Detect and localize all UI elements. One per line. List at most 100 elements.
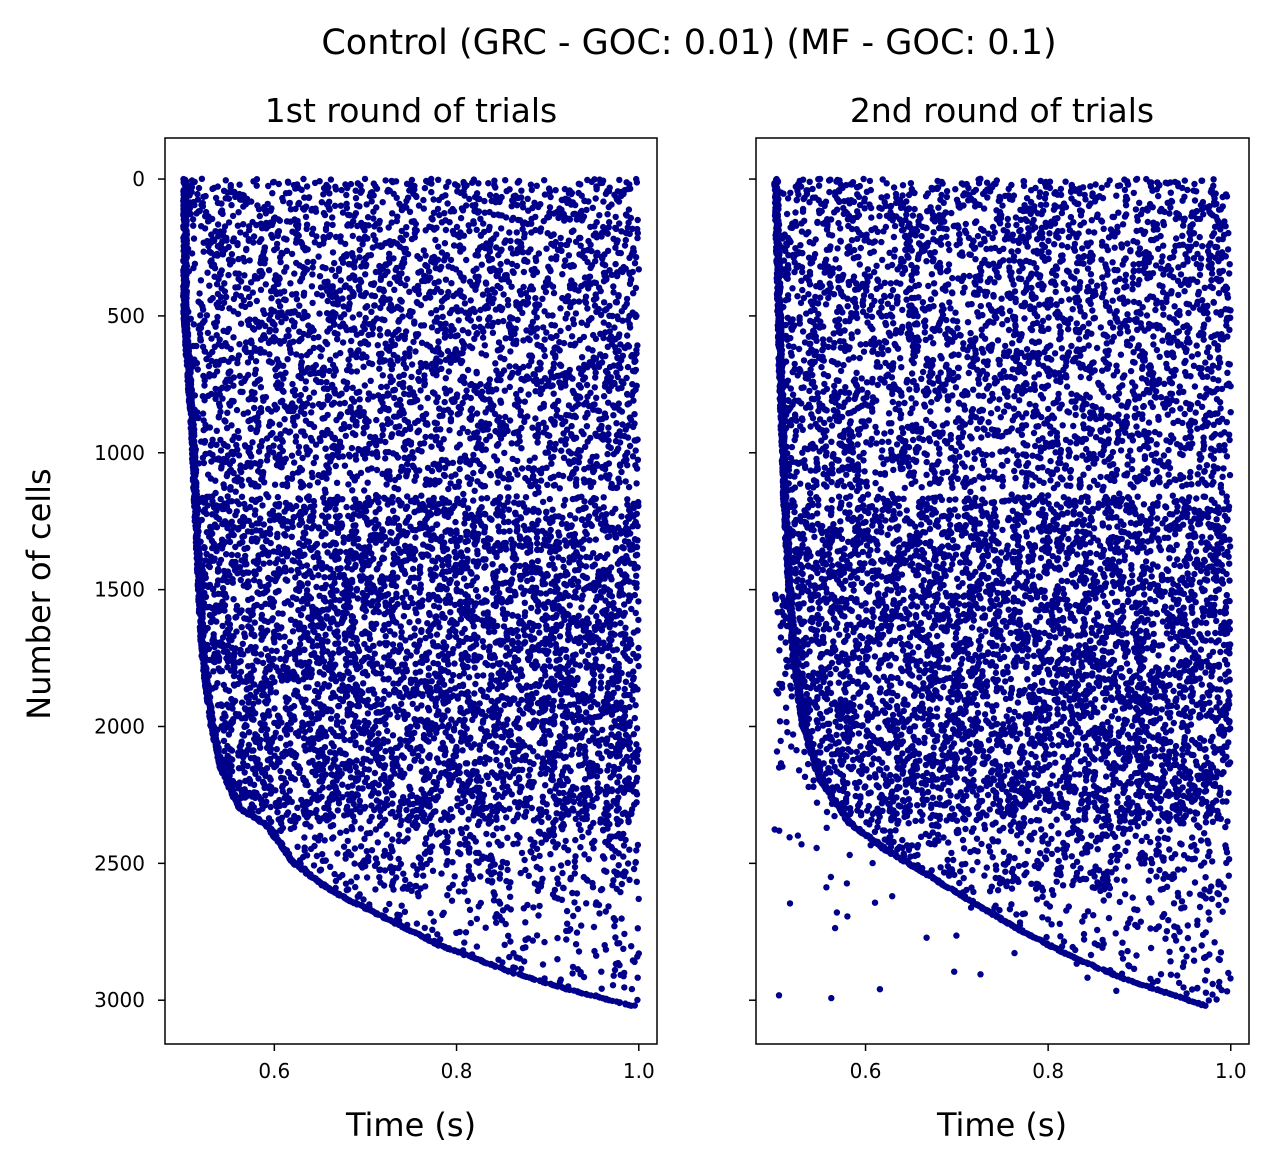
spike-point: [334, 565, 341, 573]
spike-point: [318, 532, 325, 540]
spike-point: [293, 296, 301, 303]
spike-point: [294, 225, 302, 232]
spike-point: [283, 218, 291, 225]
spike-point: [383, 383, 390, 390]
spike-point: [468, 570, 475, 577]
spike-point: [525, 207, 532, 214]
spike-point: [237, 576, 244, 584]
spike-point: [262, 210, 270, 217]
spike-point: [328, 401, 336, 408]
spike-point: [379, 372, 386, 379]
spike-point: [280, 375, 287, 382]
spike-point: [235, 209, 242, 216]
spike-point: [190, 222, 197, 229]
spike-point: [307, 370, 314, 378]
spike-point: [214, 221, 222, 228]
spike-point: [351, 264, 358, 271]
spike-point: [587, 264, 594, 272]
spike-point: [361, 455, 369, 462]
spike-point: [223, 424, 231, 432]
spike-point: [415, 202, 423, 209]
spike-point: [388, 433, 395, 440]
spike-point: [425, 552, 432, 559]
spike-point: [597, 474, 605, 481]
spike-point: [336, 392, 343, 399]
spike-point: [483, 280, 490, 287]
spike-point: [358, 263, 365, 270]
spike-point: [319, 371, 327, 379]
spike-point: [295, 443, 303, 450]
spike-point: [524, 258, 531, 265]
spike-point: [397, 306, 405, 313]
spike-point: [602, 352, 609, 360]
spike-point: [487, 536, 494, 543]
spike-point: [380, 287, 387, 295]
spike-point: [418, 448, 425, 455]
spike-point: [612, 213, 619, 221]
spike-point: [397, 467, 405, 474]
spike-point: [206, 563, 213, 571]
spike-point: [207, 296, 214, 304]
spike-point: [592, 536, 599, 543]
spike-point: [537, 228, 544, 235]
spike-point: [485, 180, 492, 187]
spike-point: [490, 500, 497, 507]
spike-point: [435, 466, 443, 473]
spike-point: [454, 182, 461, 190]
spike-point: [346, 275, 353, 282]
spike-point: [336, 400, 344, 407]
spike-point: [345, 306, 352, 313]
spike-point: [356, 396, 363, 403]
spike-point: [225, 271, 232, 279]
spike-point: [255, 483, 262, 490]
spike-point: [292, 205, 299, 213]
spike-point: [481, 209, 488, 216]
spike-point: [357, 577, 365, 584]
spike-point: [584, 305, 591, 312]
spike-point: [348, 566, 356, 573]
spike-point: [589, 563, 596, 570]
spike-point: [376, 325, 383, 333]
spike-point: [572, 201, 579, 209]
spike-point: [518, 187, 525, 194]
spike-point: [501, 239, 508, 246]
spike-point: [452, 572, 459, 579]
spike-point: [523, 301, 530, 308]
spike-point: [396, 373, 403, 380]
spike-point: [529, 424, 536, 431]
spike-point: [566, 559, 573, 566]
spike-point: [337, 277, 344, 284]
spike-point: [460, 277, 467, 284]
spike-point: [232, 193, 239, 201]
spike-point: [283, 236, 290, 243]
spike-point: [300, 206, 308, 213]
spike-point: [304, 258, 311, 266]
spike-point: [268, 295, 275, 302]
spike-point: [302, 378, 310, 385]
spike-point: [288, 505, 296, 513]
y-axis-label: Number of cells: [20, 468, 58, 719]
spike-point: [601, 554, 608, 562]
spike-point: [331, 259, 338, 267]
spike-point: [232, 543, 239, 551]
spike-point: [234, 570, 241, 577]
spike-point: [197, 337, 205, 344]
spike-point: [282, 190, 290, 197]
spike-point: [561, 262, 568, 270]
spike-point: [522, 526, 529, 534]
spike-point: [593, 252, 600, 259]
spike-point: [311, 179, 319, 187]
spike-point: [531, 199, 538, 206]
spike-point: [255, 206, 263, 213]
spike-point: [589, 347, 596, 354]
spike-point: [212, 477, 219, 484]
spike-point: [251, 370, 259, 378]
spike-point: [585, 198, 592, 205]
spike-point: [373, 566, 380, 573]
spike-point: [196, 290, 203, 297]
spike-point: [587, 554, 594, 561]
spike-point: [489, 561, 496, 568]
spike-point: [301, 410, 308, 417]
spike-point: [360, 292, 368, 300]
spike-point: [556, 347, 563, 354]
